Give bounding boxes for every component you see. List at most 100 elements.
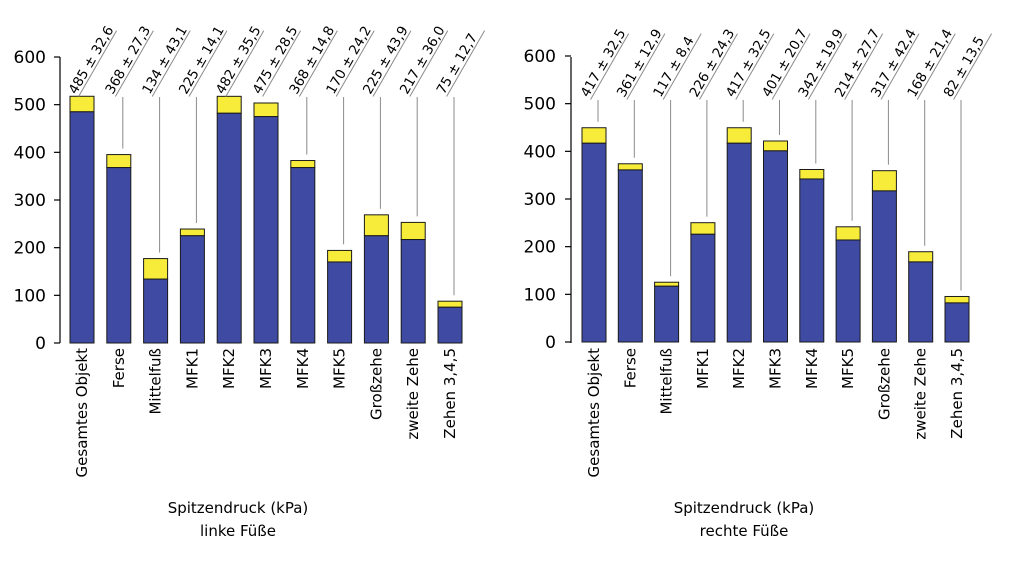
label-underline [844, 33, 884, 100]
category-label: MFK3 [257, 348, 275, 389]
bar-sd-segment [327, 249, 353, 263]
bar-sd-segment [179, 228, 205, 237]
bar-mean-segment [290, 167, 316, 344]
label-underline [446, 30, 486, 97]
y-tick-label: 400 [14, 143, 46, 163]
label-underline [225, 30, 265, 97]
bar-sd-segment [871, 170, 897, 192]
category-label: MFK4 [803, 348, 821, 389]
label-underline [372, 30, 412, 97]
bar-sd-segment [69, 95, 95, 113]
y-tick-label: 200 [14, 239, 46, 259]
bar-mean-segment [690, 233, 716, 343]
bar-mean-segment [143, 278, 169, 344]
label-underline [807, 33, 847, 100]
y-tick-label: 300 [14, 191, 46, 211]
bar-sd-segment [944, 295, 970, 304]
category-label: Gesamtes Objekt [73, 348, 91, 478]
category-label: MFK1 [694, 348, 712, 389]
y-tick-label: 500 [524, 95, 556, 115]
bar-sd-segment [581, 127, 607, 144]
category-label: Zehen 3,4,5 [948, 348, 966, 439]
category-label: Zehen 3,4,5 [441, 348, 459, 439]
bar-mean-segment [69, 111, 95, 344]
category-label: MFK2 [730, 348, 748, 389]
bar-mean-segment [944, 302, 970, 343]
bar-mean-segment [363, 235, 389, 344]
category-label: MFK1 [183, 348, 201, 389]
y-ticks: 0 100 200 300 400 500 600 [524, 47, 571, 353]
bar-mean-segment [726, 142, 752, 343]
bar-mean-segment [617, 169, 643, 343]
bar-mean-segment [400, 239, 426, 344]
category-label: Mittelfuß [658, 348, 676, 415]
label-underline [298, 30, 338, 97]
chart-title: Spitzendruck (kPa) [168, 499, 309, 517]
bar-mean-segment [253, 116, 279, 344]
label-underline [78, 30, 118, 97]
y-tick-label: 100 [14, 286, 46, 306]
category-label: Ferse [621, 348, 639, 388]
bar-mean-segment [216, 112, 242, 344]
bar-sd-segment [835, 226, 861, 241]
y-tick-label: 600 [14, 48, 46, 68]
bar-sd-segment [253, 102, 279, 118]
label-underline [735, 33, 775, 100]
category-labels: Gesamtes Objekt Ferse Mittelfuß MFK1 MFK2 MFK… [73, 348, 459, 478]
chart-subtitle: rechte Füße [700, 522, 789, 540]
label-underline [662, 33, 702, 100]
chart-subtitle: linke Füße [200, 522, 276, 540]
category-label: MFK5 [331, 348, 349, 389]
category-label: Großzehe [875, 348, 893, 420]
category-label: MFK5 [839, 348, 857, 389]
chart-title: Spitzendruck (kPa) [674, 499, 815, 517]
bar-sd-segment [690, 222, 716, 235]
bar-sd-segment [726, 127, 752, 144]
bar-sd-segment [400, 221, 426, 241]
bar-mean-segment [437, 306, 463, 344]
leader-lines [597, 100, 962, 291]
bar-sd-segment [437, 300, 463, 308]
bar-mean-segment [871, 190, 897, 343]
label-underline [699, 33, 738, 100]
category-labels: Gesamtes Objekt Ferse Mittelfuß MFK1 MFK2 MFK… [585, 348, 966, 478]
bar-mean-segment [835, 239, 861, 343]
bar-sd-segment [363, 214, 389, 237]
bar-mean-segment [908, 261, 934, 343]
label-underline [151, 30, 191, 97]
label-underline [880, 33, 920, 100]
leader-lines [122, 97, 455, 296]
bar-sd-segment [654, 281, 680, 287]
label-underline [114, 30, 154, 97]
bar-sd-segment [290, 160, 316, 169]
y-tick-label: 600 [524, 47, 556, 67]
bars [69, 95, 463, 344]
bar-mean-segment [106, 167, 132, 344]
bar-sd-segment [763, 140, 788, 152]
bar-sd-segment [908, 251, 934, 263]
y-ticks: 0 100 200 300 400 500 600 [14, 48, 60, 354]
y-tick-label: 300 [524, 190, 556, 210]
y-tick-label: 0 [545, 333, 556, 353]
label-underline [626, 33, 666, 100]
label-underline [916, 33, 956, 100]
label-underline [590, 33, 630, 100]
y-tick-label: 400 [524, 142, 556, 162]
bar-sd-segment [143, 258, 169, 280]
bar-sd-segment [617, 163, 643, 171]
y-tick-label: 500 [14, 96, 46, 116]
label-underline [771, 33, 811, 100]
label-underline [409, 30, 449, 97]
bar-mean-segment [179, 235, 205, 344]
bar-mean-segment [327, 261, 353, 344]
category-label: zweite Zehe [912, 348, 930, 440]
y-tick-label: 0 [35, 334, 46, 354]
label-underline [188, 30, 228, 97]
category-label: Ferse [110, 348, 128, 388]
category-label: MFK4 [294, 348, 312, 389]
